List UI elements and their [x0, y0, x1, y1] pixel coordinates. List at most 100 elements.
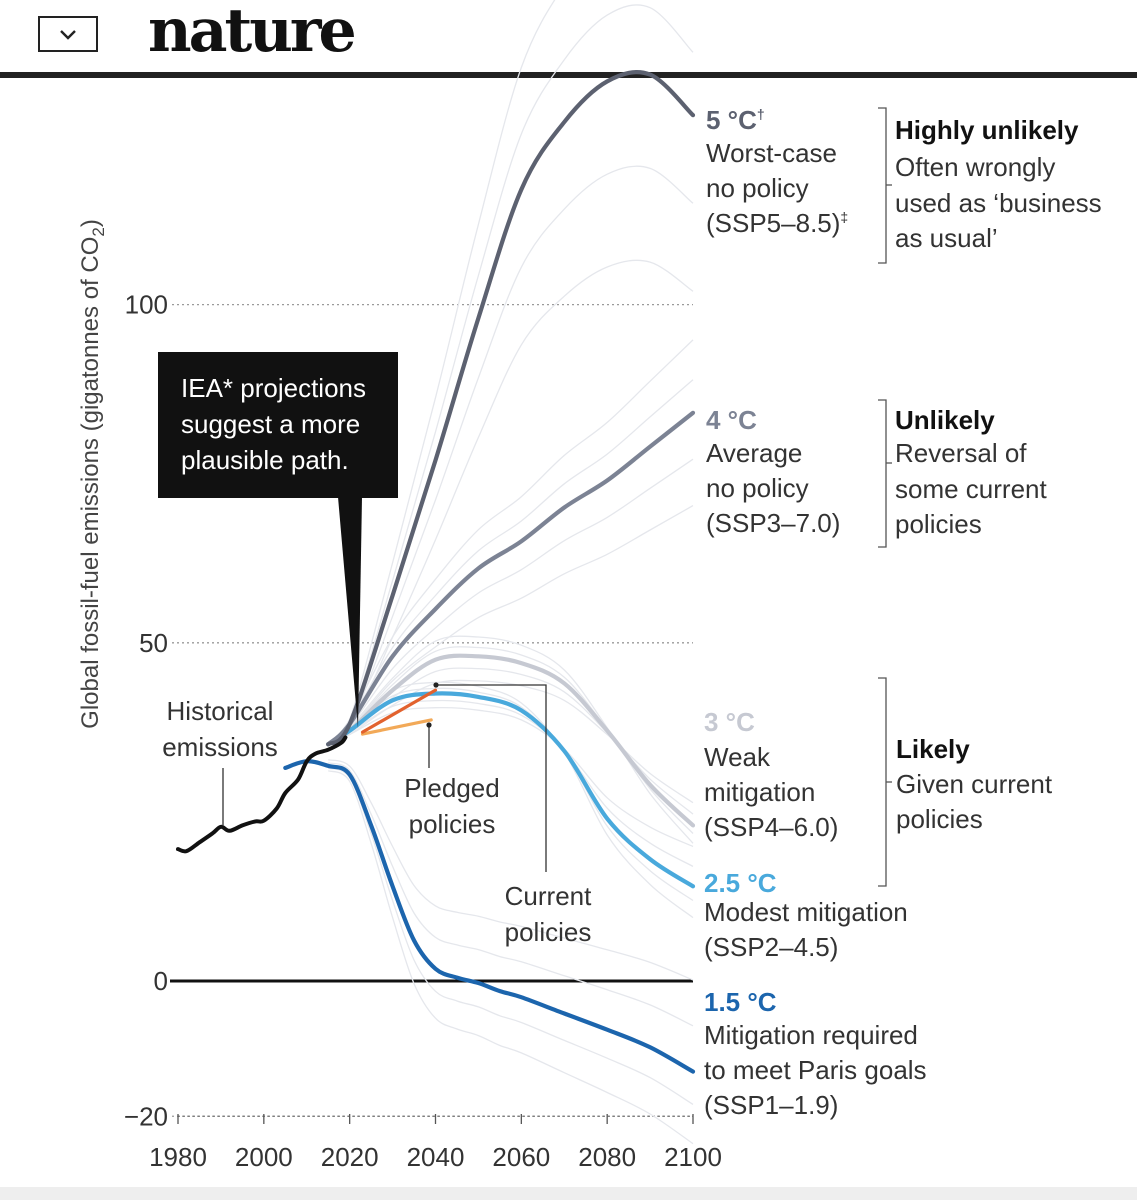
ssp119-line-1: Mitigation required [704, 1020, 918, 1050]
series-line-ssp585 [326, 70, 696, 747]
background-run-line [328, 759, 694, 981]
series-line-iea-current [360, 688, 438, 734]
likely-line-2: policies [896, 804, 983, 834]
background-run-line [327, 646, 694, 834]
scenario-label-ssp585: 5 °C† Worst-case no policy (SSP5–8.5)‡ [706, 105, 848, 238]
y-tick-label: 100 [125, 290, 168, 320]
background-scenario-runs [327, 0, 694, 1145]
ssp119-temp: 1.5 °C [704, 987, 777, 1017]
y-axis-label: Global fossil-fuel emissions (gigatonnes… [77, 219, 108, 729]
likelihood-bracket-likely: Likely Given current policies [878, 677, 1053, 887]
background-run-line [327, 706, 694, 848]
scenario-series [176, 70, 696, 1074]
y-tick-label: 0 [154, 966, 168, 996]
footer-band [0, 1187, 1137, 1200]
y-tick-label: 50 [139, 628, 168, 658]
bracket-line [878, 399, 887, 548]
iea-callout: IEA* projections suggest a more plausibl… [158, 352, 398, 728]
series-line-iea-pledged [360, 718, 433, 736]
background-run-line [327, 767, 694, 1105]
x-tick-label: 2060 [492, 1142, 550, 1172]
background-run-line [327, 762, 694, 1027]
historical-annotation: Historical emissions [162, 696, 278, 826]
ssp370-code: (SSP3–7.0) [706, 508, 840, 538]
series-line-ssp370 [326, 410, 696, 747]
current-label-2: policies [505, 917, 592, 947]
ssp585-code: (SSP5–8.5)‡ [706, 208, 848, 238]
scenario-label-ssp119: 1.5 °C Mitigation required to meet Paris… [704, 987, 927, 1120]
pledged-label-2: policies [409, 809, 496, 839]
bracket-line [878, 677, 887, 887]
nature-logo[interactable]: nature [148, 0, 357, 66]
ssp460-temp: 3 °C [704, 707, 755, 737]
highly-unlikely-heading: Highly unlikely [895, 115, 1079, 145]
ssp119-line-2: to meet Paris goals [704, 1055, 927, 1085]
scenario-label-ssp370: 4 °C Average no policy (SSP3–7.0) [706, 405, 840, 538]
axis-ticks: 100 50 0 −20 1980 2000 2020 2040 2060 2080 2100 [124, 290, 722, 1172]
x-tick-label: 2000 [235, 1142, 293, 1172]
ssp370-line-1: Average [706, 438, 802, 468]
likely-line-1: Given current [896, 769, 1053, 799]
background-run-line [327, 339, 694, 745]
callout-line-3: plausible path. [181, 445, 349, 475]
ssp460-line-1: Weak [704, 742, 771, 772]
ssp460-line-2: mitigation [704, 777, 815, 807]
background-run-line [327, 770, 694, 1145]
likely-heading: Likely [896, 734, 970, 764]
series-line-ssp460 [326, 653, 696, 828]
scenario-label-ssp460: 3 °C Weak mitigation (SSP4–6.0) [704, 707, 838, 842]
x-tick-label: 2080 [578, 1142, 636, 1172]
ssp460-code: (SSP4–6.0) [704, 812, 838, 842]
callout-box [158, 352, 398, 498]
highly-unlikely-line-1: Often wrongly [895, 152, 1055, 182]
series-line-ssp245 [326, 691, 696, 889]
highly-unlikely-line-3: as usual’ [895, 223, 998, 253]
likelihood-bracket-unlikely: Unlikely Reversal of some current polici… [878, 399, 1047, 548]
current-leader [438, 684, 547, 872]
ssp245-temp: 2.5 °C [704, 868, 777, 898]
x-tick-label: 2040 [407, 1142, 465, 1172]
series-line-historical [176, 735, 348, 854]
likelihood-bracket-highly-unlikely: Highly unlikely Often wrongly used as ‘b… [878, 107, 1102, 264]
current-annotation: Current policies [433, 682, 592, 947]
background-run-line [327, 0, 556, 745]
pledged-endpoint [426, 722, 432, 728]
background-run-line [327, 667, 694, 815]
ssp370-temp: 4 °C [706, 405, 757, 435]
menu-toggle-button[interactable] [38, 16, 98, 52]
header-divider [0, 72, 1137, 78]
background-run-line [327, 505, 694, 745]
ssp119-code: (SSP1–1.9) [704, 1090, 838, 1120]
unlikely-line-1: Reversal of [895, 438, 1027, 468]
callout-line-1: IEA* projections [181, 373, 366, 403]
site-header: nature [0, 0, 1137, 72]
y-tick-label: −20 [124, 1101, 168, 1131]
current-endpoint [433, 682, 439, 688]
ssp585-temp: 5 °C† [706, 105, 765, 135]
ssp245-code: (SSP2–4.5) [704, 932, 838, 962]
background-run-line [327, 4, 694, 745]
background-run-line [327, 679, 694, 804]
x-tick-label: 2100 [664, 1142, 722, 1172]
background-run-line [327, 458, 694, 745]
bracket-line [878, 107, 887, 264]
ssp370-line-2: no policy [706, 473, 809, 503]
chevron-down-icon [60, 29, 76, 40]
unlikely-heading: Unlikely [895, 405, 995, 435]
highly-unlikely-line-2: used as ‘business [895, 188, 1102, 218]
scenario-label-ssp245: 2.5 °C Modest mitigation (SSP2–4.5) [704, 868, 908, 962]
x-tick-label: 2020 [321, 1142, 379, 1172]
callout-pointer [338, 497, 362, 728]
ssp245-line-1: Modest mitigation [704, 897, 908, 927]
background-run-line [327, 165, 694, 745]
background-run-line [327, 699, 694, 867]
historical-label-1: Historical [167, 696, 274, 726]
unlikely-line-3: policies [895, 509, 982, 539]
unlikely-line-2: some current [895, 474, 1047, 504]
ssp585-line-2: no policy [706, 173, 809, 203]
ssp585-line-1: Worst-case [706, 138, 837, 168]
pledged-label-1: Pledged [404, 773, 499, 803]
callout-line-2: suggest a more [181, 409, 360, 439]
pledged-annotation: Pledged policies [404, 722, 500, 839]
